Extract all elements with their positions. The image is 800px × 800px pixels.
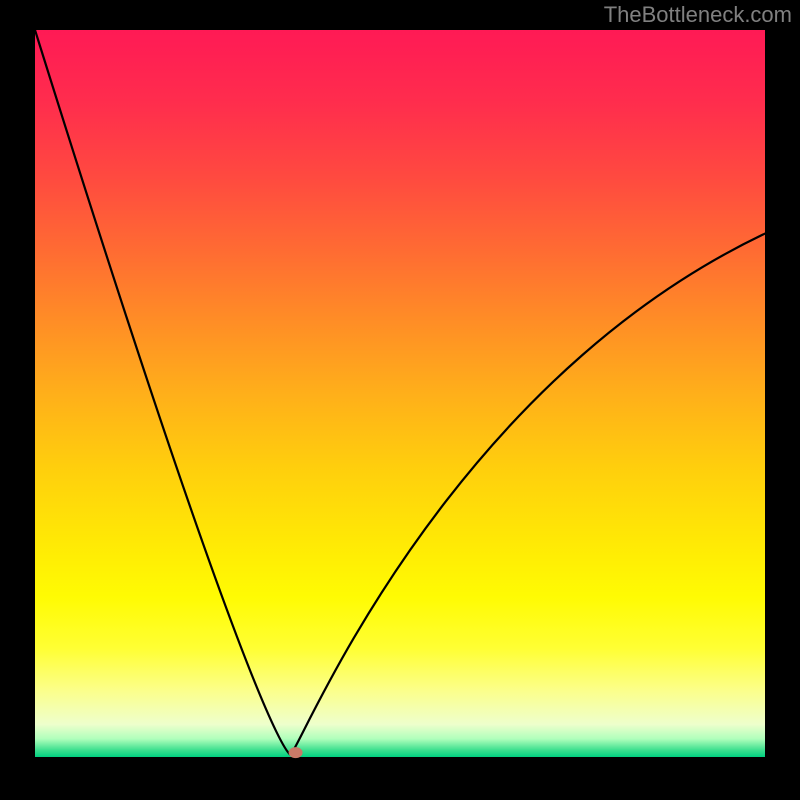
optimal-point-marker — [289, 747, 303, 758]
plot-background — [35, 30, 765, 757]
watermark-text: TheBottleneck.com — [604, 2, 792, 28]
chart-container: TheBottleneck.com — [0, 0, 800, 800]
bottleneck-curve-chart — [0, 0, 800, 800]
